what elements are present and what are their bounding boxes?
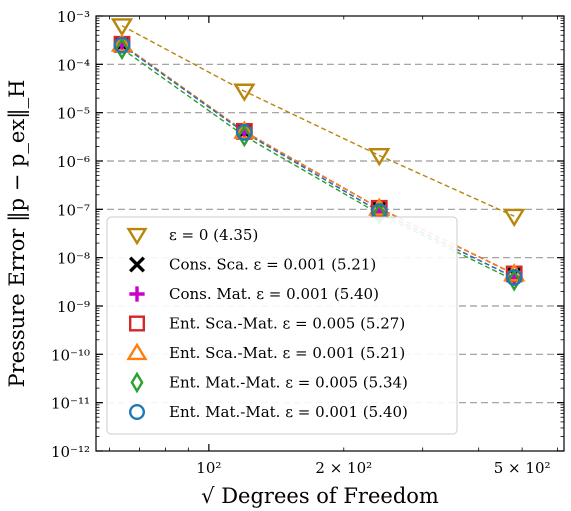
x-axis-title: √ Degrees of Freedom bbox=[201, 484, 439, 508]
data-point-s0-1 bbox=[233, 83, 256, 102]
data-point-s4-1 bbox=[233, 120, 256, 139]
series-line-6 bbox=[121, 44, 515, 279]
series-line-5 bbox=[121, 48, 515, 281]
data-point-s0-0 bbox=[110, 18, 134, 37]
legend-label-6: Ent. Mat.-Mat. ε = 0.001 (5.40) bbox=[169, 403, 408, 421]
y-tick-label-5: 10⁻⁷ bbox=[57, 201, 90, 219]
legend-marker-3 bbox=[128, 315, 145, 332]
legend-label-0: ε = 0 (4.35) bbox=[169, 226, 258, 244]
y-tick-label-6: 10⁻⁶ bbox=[57, 153, 90, 171]
y-tick-label-0: 10⁻¹² bbox=[51, 443, 90, 461]
axes: 10⁻¹² 10⁻¹¹ 10⁻¹⁰ 10⁻⁹ 10⁻⁸ 10⁻⁷ 10⁻⁶ 10⁻⁵ 10⁻⁴ 1… bbox=[5, 8, 565, 508]
legend-label-2: Cons. Mat. ε = 0.001 (5.40) bbox=[169, 285, 379, 303]
legend-marker-6 bbox=[128, 404, 145, 421]
y-tick-label-1: 10⁻¹¹ bbox=[51, 395, 90, 413]
legend-label-3: Ent. Sca.-Mat. ε = 0.005 (5.27) bbox=[169, 315, 405, 333]
x-tick-label-2: 5 × 10² bbox=[494, 459, 551, 477]
data-point-s6-0 bbox=[113, 36, 131, 54]
y-tick-label-7: 10⁻⁵ bbox=[57, 105, 90, 123]
legend-marker-2 bbox=[129, 286, 145, 302]
legend-label-1: Cons. Sca. ε = 0.001 (5.21) bbox=[169, 256, 376, 274]
legend-marker-4 bbox=[126, 342, 148, 361]
data-point-s0-3 bbox=[503, 208, 526, 228]
series-layer bbox=[110, 18, 526, 292]
legend-box bbox=[106, 216, 458, 435]
x-tick-label-1: 2 × 10² bbox=[315, 459, 372, 477]
data-point-s6-1 bbox=[235, 124, 253, 141]
legend-marker-1 bbox=[128, 256, 146, 273]
data-point-s6-3 bbox=[505, 269, 523, 286]
y-tick-label-8: 10⁻⁴ bbox=[57, 56, 90, 74]
series-line-0 bbox=[121, 25, 515, 217]
data-point-s4-0 bbox=[110, 33, 134, 52]
data-point-s0-2 bbox=[368, 147, 391, 167]
y-tick-label-4: 10⁻⁸ bbox=[57, 250, 90, 268]
y-tick-label-2: 10⁻¹⁰ bbox=[51, 346, 90, 364]
data-point-s5-3 bbox=[507, 268, 521, 292]
legend: ε = 0 (4.35) Cons. Sca. ε = 0.001 (5.21) C… bbox=[106, 216, 458, 435]
y-axis-title: Pressure Error ‖p − p_ex‖_H bbox=[5, 80, 30, 388]
data-point-s5-1 bbox=[237, 124, 252, 148]
legend-label-5: Ent. Mat.-Mat. ε = 0.005 (5.34) bbox=[169, 374, 408, 392]
legend-label-4: Ent. Sca.-Mat. ε = 0.001 (5.21) bbox=[169, 344, 405, 362]
y-tick-label-3: 10⁻⁹ bbox=[57, 298, 90, 316]
data-point-s5-0 bbox=[115, 37, 129, 61]
x-tick-label-0: 10² bbox=[196, 459, 221, 477]
legend-marker-5 bbox=[130, 371, 144, 394]
y-tick-label-9: 10⁻³ bbox=[57, 8, 90, 26]
plot-frame bbox=[95, 15, 565, 452]
legend-marker-0 bbox=[126, 227, 148, 246]
